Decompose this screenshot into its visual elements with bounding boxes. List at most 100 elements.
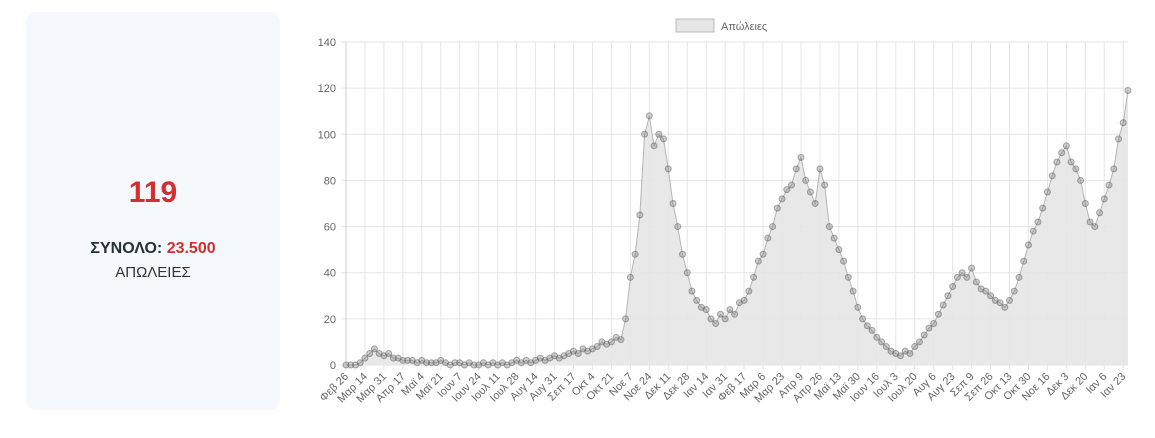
point [716,310,724,318]
point [835,246,843,254]
point [342,361,350,369]
point [1058,149,1066,157]
point [731,310,739,318]
y-tick-label: 100 [318,129,336,141]
point [636,211,644,219]
point [674,223,682,231]
point [470,361,478,369]
point [1105,181,1113,189]
point [1077,176,1085,184]
point [792,165,800,173]
point [987,292,995,300]
point [1034,218,1042,226]
y-tick-label: 40 [324,268,336,280]
point [683,269,691,277]
y-tick-label: 120 [318,83,336,95]
point [1048,172,1056,180]
point [778,195,786,203]
point [863,322,871,330]
point [702,306,710,314]
point [878,338,886,346]
point [427,359,435,367]
point [645,112,653,120]
point [953,273,961,281]
point [385,349,393,357]
point [1086,218,1094,226]
point [811,200,819,207]
point [982,287,990,295]
point [996,299,1004,307]
point [830,234,838,242]
point [1062,142,1070,150]
point [1053,158,1061,166]
point [920,331,928,339]
point [726,306,734,314]
point [721,315,729,323]
point [1010,287,1018,295]
point [797,153,805,161]
point [593,343,601,351]
summary-label: ΑΠΩΛΕΙΕΣ [115,264,191,281]
point [844,273,852,281]
point [963,273,971,281]
point [868,326,876,334]
point [650,142,658,150]
point [1024,241,1032,249]
point [1006,296,1014,304]
point [906,349,914,357]
point [1001,303,1009,311]
point [1020,257,1028,265]
point [370,345,378,353]
point [660,135,668,143]
point [1091,223,1099,231]
point [915,338,923,346]
point [1029,227,1037,235]
point [934,310,942,318]
point [678,250,686,258]
point [574,349,582,357]
point [840,257,848,265]
point [1039,204,1047,212]
point [849,287,857,295]
point [968,264,976,272]
point [759,250,767,258]
point [707,315,715,323]
y-tick-label: 140 [318,37,336,49]
point [816,165,824,173]
point [764,234,772,242]
y-tick-label: 0 [330,360,336,372]
point [740,296,748,304]
point [911,343,919,351]
total-label: ΣΥΝΟΛΟ: [90,240,163,257]
point [1096,209,1104,217]
point [664,165,672,173]
y-tick-label: 60 [324,222,336,234]
point [806,188,814,196]
point [622,315,630,323]
point [693,296,701,304]
point [1015,273,1023,281]
point [712,319,720,327]
point [949,283,957,291]
point [958,269,966,277]
point [347,361,355,369]
point [1081,200,1089,207]
summary-total: ΣΥΝΟΛΟ: 23.500 [26,240,280,258]
point [641,130,649,138]
y-tick-label: 80 [324,175,336,187]
total-value: 23.500 [166,240,216,257]
point [897,352,905,360]
point [631,250,639,258]
point [821,181,829,189]
point [1115,135,1123,143]
point [802,176,810,184]
summary-card: 119 ΣΥΝΟΛΟ: 23.500 ΑΠΩΛΕΙΕΣ [26,12,280,410]
point [688,287,696,295]
point [939,301,947,309]
legend-swatch [675,18,715,33]
point [1043,188,1051,196]
point [788,181,796,189]
legend-label: Απώλειες [721,21,767,33]
point [423,359,431,367]
